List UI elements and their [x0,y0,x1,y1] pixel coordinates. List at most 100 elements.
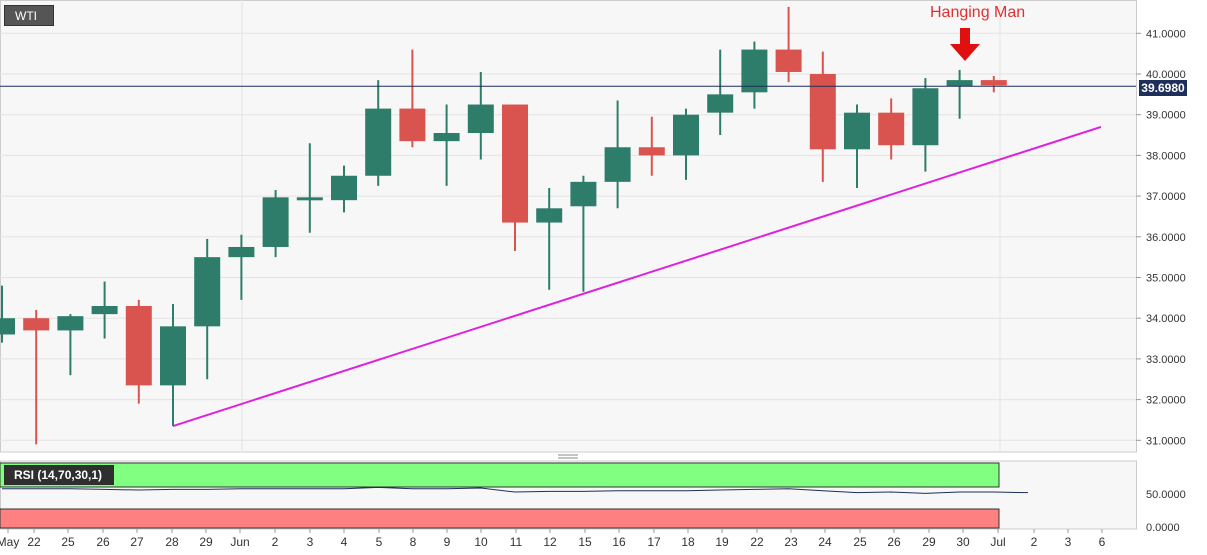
x-tick-label: 24 [818,535,832,549]
candle-body [125,305,152,386]
candle-body [296,197,323,201]
x-tick-label: 15 [578,535,592,549]
x-tick-label: 26 [96,535,110,549]
arrow-shape [950,28,980,61]
candle-body [912,88,939,146]
candle-body [57,316,84,331]
x-tick-label: 2 [1031,535,1038,549]
x-tick-label: 3 [1065,535,1072,549]
x-tick-label: 2 [272,535,279,549]
x-tick-label: 16 [612,535,626,549]
y-tick-label: 31.0000 [1146,435,1186,447]
rsi-overbought-zone [0,462,1000,488]
candle [23,310,50,445]
y-tick-label: 34.0000 [1146,313,1186,325]
candle-body [331,175,357,201]
candle [228,234,255,300]
candle-body [604,147,631,182]
candles [0,6,1136,445]
candle-body [570,181,597,207]
support-trendline [172,125,1102,428]
trendline [172,125,1102,428]
symbol-badge[interactable]: WTI [4,5,54,26]
candle [912,78,939,172]
candle [638,116,665,176]
candle [980,76,1007,93]
candle-body [91,305,118,315]
current-price-label: 39.6980 [1139,80,1187,96]
x-tick-label: 28 [165,535,179,549]
rsi-tick-label: 0.0000 [1146,522,1180,534]
candle-body [878,112,905,146]
x-tick-label: 8 [410,535,417,549]
x-tick-label: 29 [199,535,213,549]
candle [741,41,768,109]
rsi-tick-label: 50.0000 [1146,489,1186,501]
candle [125,299,152,404]
y-tick-label: 39.0000 [1146,110,1186,122]
rsi-panel [0,462,1029,529]
x-tick-label: 4 [341,535,348,549]
candle-body [365,108,392,176]
candle-body [160,326,186,386]
candle-body [23,318,50,331]
candle [502,104,528,252]
x-tick-label: 29 [922,535,936,549]
x-tick-label: Jun [230,535,249,549]
candle-body [980,80,1007,86]
candle [673,108,699,180]
candle [707,49,734,136]
candle [399,49,426,148]
y-tick-label: 37.0000 [1146,191,1186,203]
grid [0,0,1137,530]
candle-body [809,74,836,150]
y-tick-label: 41.0000 [1146,28,1186,40]
x-tick-label: 27 [130,535,144,549]
candle [331,165,357,213]
x-tick-label: 6 [1099,535,1106,549]
candle-body [775,49,802,72]
x-tick-label: 25 [61,535,75,549]
x-tick-label: 17 [647,535,661,549]
candle-body [673,114,699,156]
rsi-line [2,486,1029,494]
candle [262,189,289,258]
candle [775,6,802,83]
x-tick-label: Jul [990,535,1005,549]
candle-body [946,80,973,87]
x-tick-label: 19 [715,535,729,549]
candle-body [536,208,563,223]
y-tick-label: 33.0000 [1146,354,1186,366]
x-tick-label: 11 [510,535,523,549]
hanging-man-annotation: Hanging Man [930,4,1026,21]
candle [604,100,631,209]
x-tick-label: 3 [307,535,314,549]
candle-body [228,246,255,258]
candle-body [741,49,768,93]
candle-body [502,104,528,223]
x-tick-label: 26 [887,535,901,549]
x-tick-label: 23 [784,535,798,549]
y-tick-label: 40.0000 [1146,69,1186,81]
candle [57,314,84,376]
x-tick-label: 25 [853,535,867,549]
candle [570,175,597,292]
candle-body [262,197,289,247]
x-tick-label: 30 [956,535,970,549]
candle [536,187,563,290]
down-arrow-icon [950,28,980,61]
x-tick-label: 5 [376,535,383,549]
candle [433,104,460,186]
candle-body [0,318,15,335]
candle [844,104,870,188]
y-tick-label: 32.0000 [1146,395,1186,407]
rsi-indicator-label[interactable]: RSI (14,70,30,1) [4,465,114,485]
x-tick-label: May [0,535,19,549]
candle-body [467,104,494,134]
candle [0,285,15,343]
candle [91,281,118,339]
candle [296,143,323,233]
candle [878,98,905,160]
rsi-oversold-zone [0,508,1000,529]
